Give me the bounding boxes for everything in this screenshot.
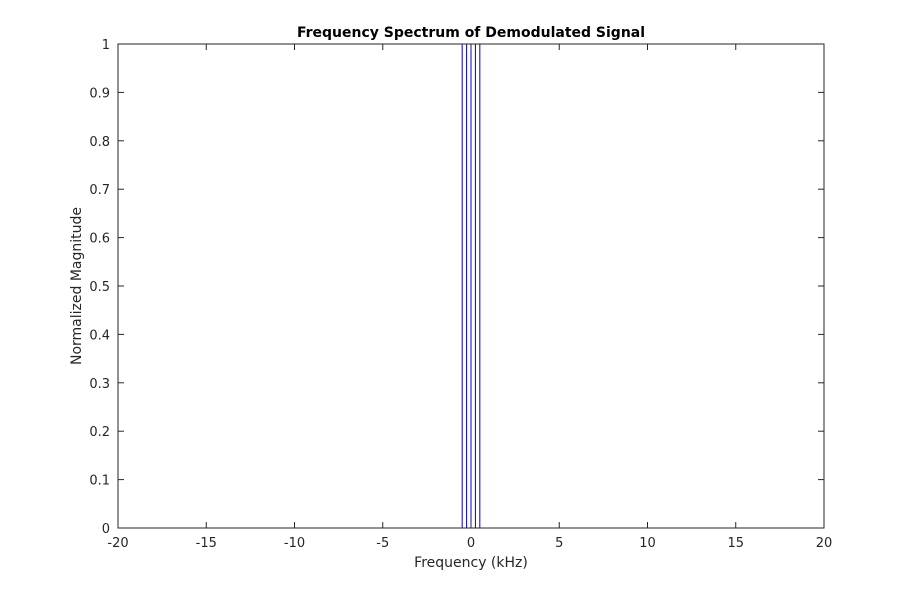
x-tick-label: -20 <box>107 536 128 551</box>
x-tick-label: 10 <box>639 536 656 551</box>
x-tick-label: -10 <box>284 536 305 551</box>
x-tick-label: -15 <box>196 536 217 551</box>
x-tick-label: 20 <box>816 536 833 551</box>
series-layer <box>118 44 824 529</box>
y-tick-label: 0.1 <box>89 474 110 489</box>
y-tick-label: 0.3 <box>89 377 110 392</box>
x-axis-ticks: -20 -15 -10 -5 0 5 10 15 20 <box>107 44 832 551</box>
x-tick-label: -5 <box>376 536 389 551</box>
y-tick-label: 0 <box>102 522 110 537</box>
y-axis-ticks: 0 0.1 0.2 0.3 0.4 0.5 0.6 0.7 0.8 0.9 1 <box>89 38 824 537</box>
x-axis-label: Frequency (kHz) <box>414 555 528 571</box>
x-tick-label: 15 <box>727 536 744 551</box>
y-tick-label: 0.9 <box>89 86 110 101</box>
series-line-0 <box>118 44 824 529</box>
y-tick-label: 0.5 <box>89 280 110 295</box>
x-tick-label: 0 <box>467 536 475 551</box>
y-tick-label: 0.4 <box>89 328 110 343</box>
y-axis-label: Normalized Magnitude <box>69 207 85 365</box>
y-tick-label: 0.6 <box>89 232 110 247</box>
chart-title: Frequency Spectrum of Demodulated Signal <box>297 25 645 41</box>
y-tick-label: 0.7 <box>89 183 110 198</box>
y-tick-label: 1 <box>102 38 110 53</box>
y-tick-label: 0.2 <box>89 425 110 440</box>
x-tick-label: 5 <box>555 536 563 551</box>
y-tick-label: 0.8 <box>89 135 110 150</box>
